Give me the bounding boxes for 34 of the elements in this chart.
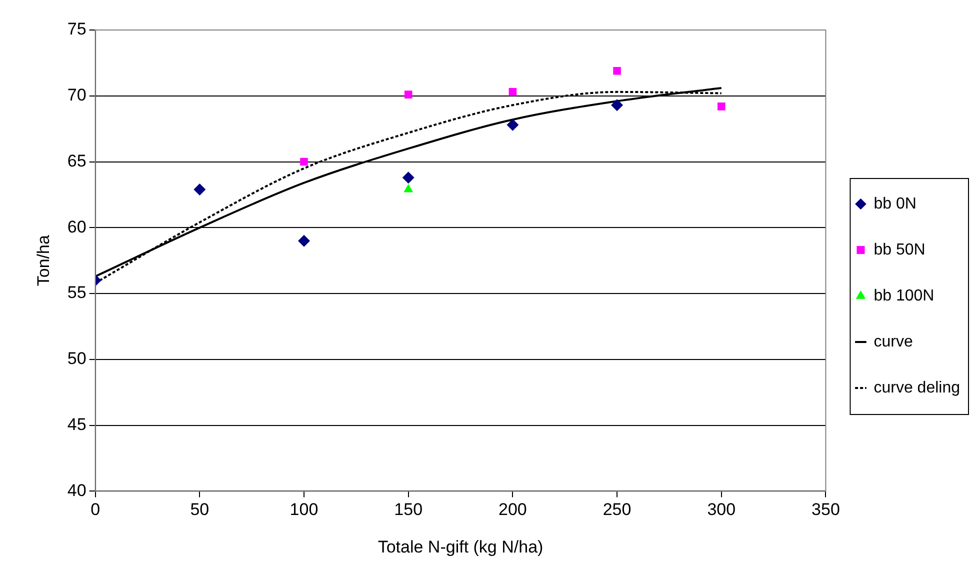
y-tick-label: 75 [67, 20, 86, 39]
y-tick-label: 60 [67, 217, 86, 236]
y-tick-label: 45 [67, 415, 86, 434]
point [611, 99, 624, 112]
legend-label: bb 100N [874, 287, 934, 304]
y-tick-label: 65 [67, 151, 86, 170]
legend-label: bb 0N [874, 195, 916, 212]
point [717, 102, 726, 110]
point [613, 66, 621, 75]
y-tick-label: 70 [67, 86, 86, 105]
legend-label: curve deling [874, 379, 960, 396]
y-tick-label: 55 [67, 283, 86, 302]
point [506, 118, 519, 131]
point [300, 158, 308, 166]
y-tick-label: 50 [67, 349, 86, 368]
point [402, 172, 414, 184]
point [508, 88, 517, 96]
point [298, 234, 310, 247]
legend-label: bb 50N [874, 241, 926, 258]
x-tick-label: 300 [707, 500, 736, 520]
x-tick-label: 150 [394, 500, 423, 520]
x-tick-label: 0 [90, 500, 100, 520]
y-axis-title: Ton/ha [34, 234, 53, 286]
x-tick-label: 100 [290, 500, 318, 520]
x-tick-label: 350 [812, 500, 840, 520]
point [194, 183, 206, 196]
point [404, 90, 412, 98]
y-tick-label: 40 [67, 480, 86, 500]
x-tick-label: 50 [190, 500, 210, 520]
x-tick-label: 250 [602, 500, 632, 520]
x-tick-label: 200 [498, 500, 527, 520]
legend-label: curve [874, 333, 913, 350]
x-axis-title: Totale N-gift (kg N/ha) [378, 537, 544, 556]
point [404, 184, 414, 192]
